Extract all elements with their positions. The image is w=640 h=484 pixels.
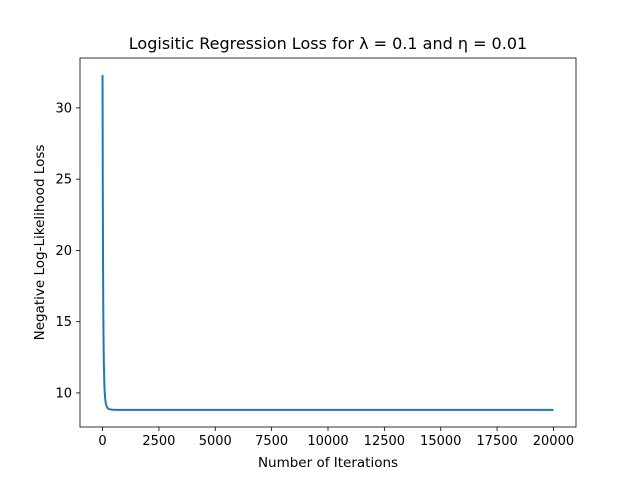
plot-area — [101, 75, 554, 411]
y-tick-label: 25 — [55, 173, 72, 188]
x-tick-label: 0 — [98, 434, 106, 449]
y-axis-label: Negative Log-Likelihood Loss — [32, 145, 48, 341]
x-tick-label: 7500 — [255, 434, 288, 449]
y-tick-label: 20 — [55, 244, 72, 259]
y-axis-ticks: 10 15 20 25 30 — [55, 101, 80, 401]
series-line-0 — [101, 75, 554, 411]
x-tick-label: 12500 — [364, 434, 405, 449]
y-tick-label: 30 — [55, 101, 72, 116]
y-tick-label: 15 — [55, 315, 72, 330]
x-tick-label: 17500 — [476, 434, 517, 449]
x-axis-label: Number of Iterations — [258, 455, 398, 471]
chart-title: Logisitic Regression Loss for λ = 0.1 an… — [129, 34, 527, 53]
x-tick-label: 20000 — [533, 434, 574, 449]
x-tick-label: 15000 — [420, 434, 461, 449]
x-tick-label: 10000 — [307, 434, 348, 449]
y-tick-label: 10 — [55, 386, 72, 401]
x-tick-label: 2500 — [142, 434, 175, 449]
x-tick-label: 5000 — [199, 434, 232, 449]
x-axis-ticks: 0 2500 5000 7500 10000 12500 15000 17500 20000 — [98, 427, 574, 449]
